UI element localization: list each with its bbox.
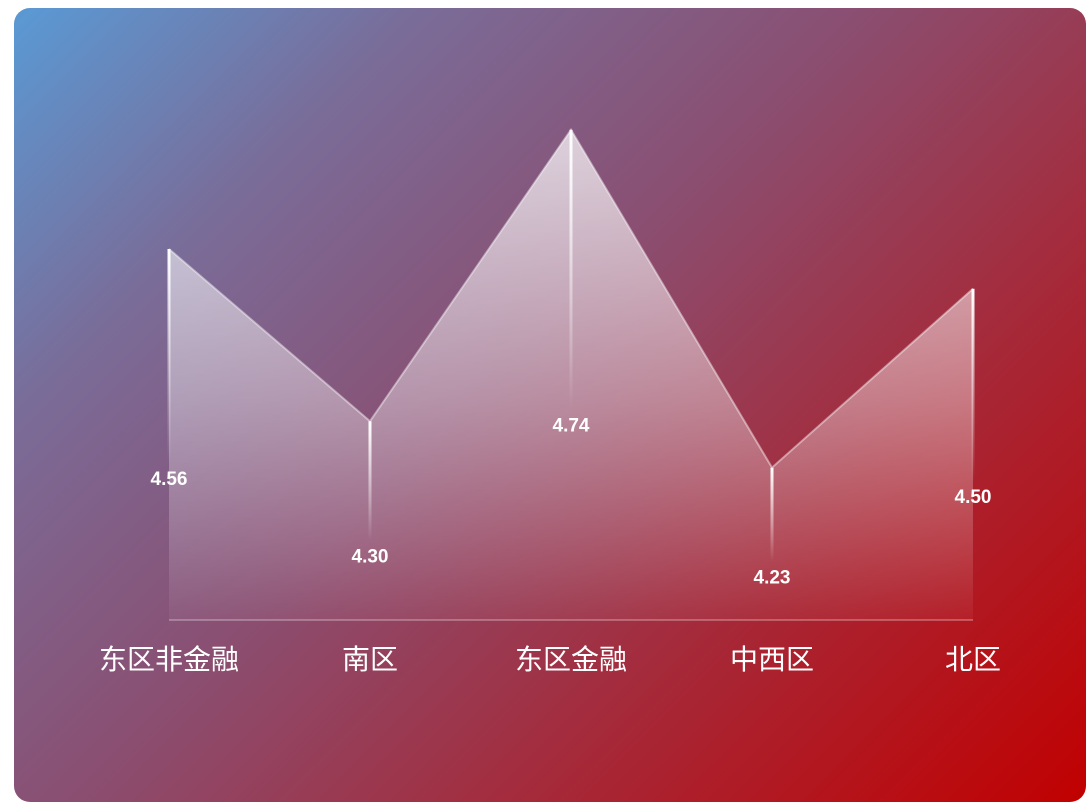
data-label: 4.56 [151,469,188,490]
data-point-drop-line [971,288,975,481]
data-label: 4.23 [754,567,791,588]
x-tick-label: 南区 [342,643,398,676]
x-tick-label: 东区非金融 [99,643,239,676]
plot-area [167,127,975,621]
x-tick-label: 北区 [945,643,1001,676]
data-point-drop-line [167,249,171,464]
x-tick-label: 中西区 [730,643,814,676]
data-label: 4.30 [352,547,389,568]
data-point-drop-line [368,421,372,541]
data-point-drop-line [770,467,774,562]
data-label: 4.74 [553,415,590,436]
x-tick-label: 东区金融 [515,643,627,676]
data-point-drop-line [569,129,573,410]
data-label: 4.50 [955,487,992,508]
labels-layer: 4.56 东区非金融 4.30 南区 4.74 东区金融 4.23 中西区 4.50 北区 [99,415,1001,676]
